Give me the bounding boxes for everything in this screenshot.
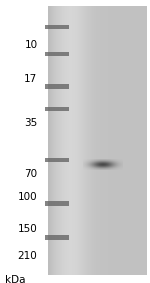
FancyBboxPatch shape <box>45 52 69 56</box>
FancyBboxPatch shape <box>45 84 69 89</box>
FancyBboxPatch shape <box>45 158 69 162</box>
FancyBboxPatch shape <box>45 235 69 240</box>
Text: 150: 150 <box>18 224 38 234</box>
Text: 100: 100 <box>18 192 38 202</box>
Text: 210: 210 <box>18 251 38 261</box>
FancyBboxPatch shape <box>45 25 69 29</box>
Text: 35: 35 <box>24 118 38 128</box>
Text: 10: 10 <box>24 40 38 50</box>
FancyBboxPatch shape <box>45 107 69 111</box>
FancyBboxPatch shape <box>45 201 69 206</box>
Text: 17: 17 <box>24 74 38 84</box>
Text: kDa: kDa <box>4 275 25 283</box>
Text: 70: 70 <box>24 169 38 179</box>
FancyBboxPatch shape <box>0 0 48 283</box>
